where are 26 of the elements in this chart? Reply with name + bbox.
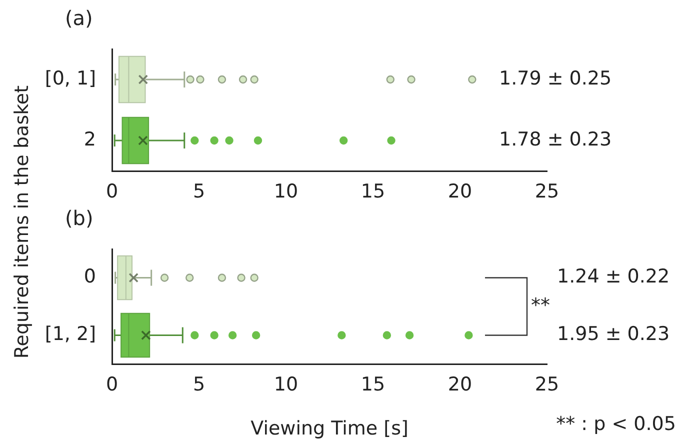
annotation: **: [531, 294, 550, 316]
x-tick-label: 10: [274, 373, 298, 396]
y-tick-label: [0, 1]: [44, 67, 96, 90]
annotation: 1.79 ± 0.25: [499, 67, 612, 90]
x-tick-label: 15: [360, 180, 386, 202]
x-tick-label: 0: [106, 373, 118, 396]
y-axis-title: Required items in the basket: [11, 85, 33, 359]
x-tick-label: 20: [448, 180, 472, 202]
chart-title: (a): [65, 6, 93, 30]
chart-title: (b): [65, 206, 94, 230]
x-tick-label: 5: [192, 373, 206, 396]
text: ** : p < 0.05: [556, 412, 676, 435]
x-tick-label: 15: [360, 373, 386, 396]
x-tick-label: 10: [274, 180, 298, 202]
x-tick-label: 20: [448, 373, 472, 396]
text: 1.24 ± 0.22: [557, 266, 670, 288]
x-axis-title: Viewing Time [s]: [250, 418, 408, 440]
x-tick-label: 0: [106, 180, 118, 202]
y-tick-label: 0: [84, 266, 96, 288]
y-tick-label: [1, 2]: [44, 323, 96, 346]
x-tick-label: 25: [534, 373, 560, 396]
annotation: 1.78 ± 0.23: [499, 128, 612, 150]
x-tick-label: 25: [534, 180, 560, 202]
y-tick-label: 2: [84, 128, 96, 150]
text: 1.95 ± 0.23: [557, 323, 670, 346]
x-tick-label: 5: [192, 180, 206, 202]
